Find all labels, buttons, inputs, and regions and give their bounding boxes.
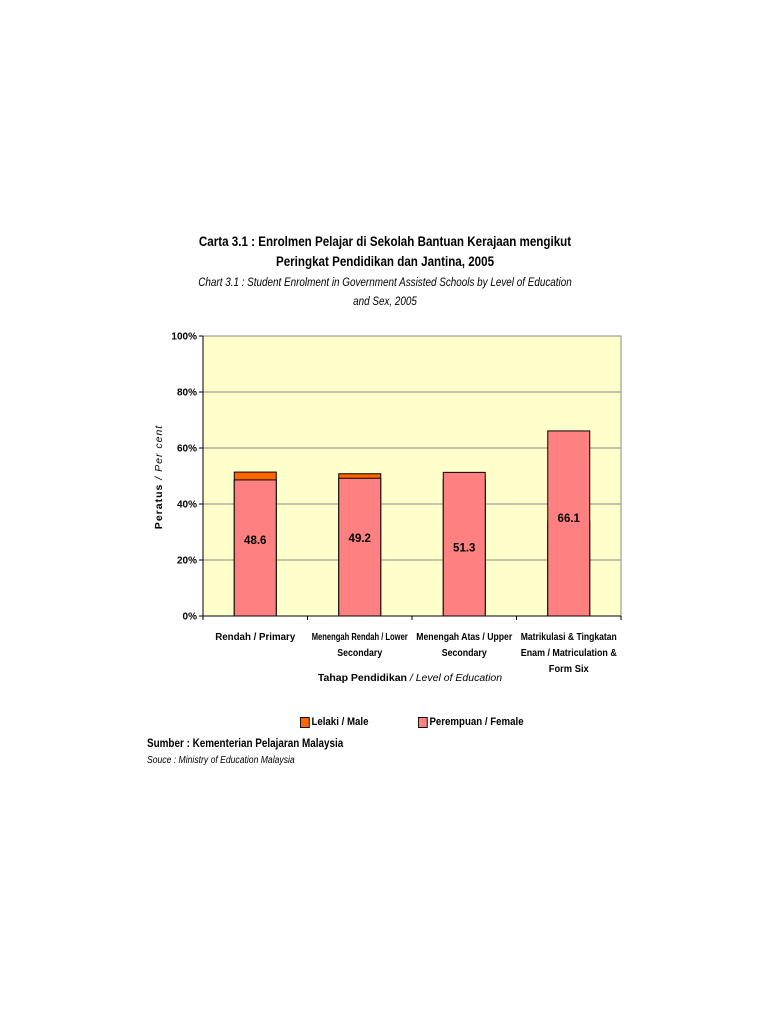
title-english-line2: and Sex, 2005 [353,296,417,308]
x-category-label: Menengah Rendah / Lower [312,632,408,643]
source-note: Sumber : Kementerian Pelajaran Malaysia … [147,738,375,766]
data-label-female: 49.2 [349,533,371,545]
source-malay: Sumber : Kementerian Pelajaran Malaysia [147,738,344,750]
title-malay-line2: Peringkat Pendidikan dan Jantina, 2005 [275,254,495,269]
x-category-label: Secondary [337,648,382,659]
x-category-label: Matrikulasi & Tingkatan [521,632,617,643]
x-axis-title-english: / Level of Education [406,672,503,684]
bar-segment-female [233,479,277,617]
legend-label-male: Lelaki / Male [311,716,369,728]
legend-label-female: Perempuan / Female [429,716,524,728]
y-tick-label: 100% [171,332,197,343]
y-tick-label: 60% [177,444,197,455]
y-axis-title: Peratus / Per cent [153,425,165,529]
y-tick-label: 80% [177,388,197,399]
y-axis-title-english: / Per cent [153,425,165,484]
title-english-line1: Chart 3.1 : Student Enrolment in Governm… [198,277,572,289]
x-category-label: Enam / Matriculation & [521,648,617,659]
legend-swatch-female [417,716,428,728]
legend-item-male: Lelaki / Male [300,716,368,728]
legend-swatch-male [300,716,310,728]
x-axis-title: Tahap Pendidikan / Level of Education [300,672,520,684]
bar-segment-female [442,471,486,617]
data-label-female: 48.6 [244,535,266,547]
data-label-female: 51.3 [453,542,475,554]
x-category-label: Secondary [442,648,487,659]
title-malay-line1: Carta 3.1 : Enrolmen Pelajar di Sekolah … [198,234,572,249]
x-category-label: Rendah / Primary [215,632,295,643]
y-tick-label: 0% [183,612,198,623]
legend-item-female: Perempuan / Female [417,716,524,728]
bar-segment-female [338,477,382,617]
x-category-label: Form Six [549,664,589,675]
y-tick-label: 40% [177,500,197,511]
source-english: Souce : Ministry of Education Malaysia [147,755,295,766]
x-axis-title-malay: Tahap Pendidikan [317,672,407,684]
data-label-female: 66.1 [558,513,581,525]
y-tick-label: 20% [177,556,197,567]
y-axis-title-malay: Peratus [153,484,165,530]
chart-title: Carta 3.1 : Enrolmen Pelajar di Sekolah … [150,232,620,312]
chart-legend: Lelaki / Male Perempuan / Female [300,716,578,728]
bar-segment-female [547,430,591,617]
x-category-label: Menengah Atas / Upper [416,632,512,643]
